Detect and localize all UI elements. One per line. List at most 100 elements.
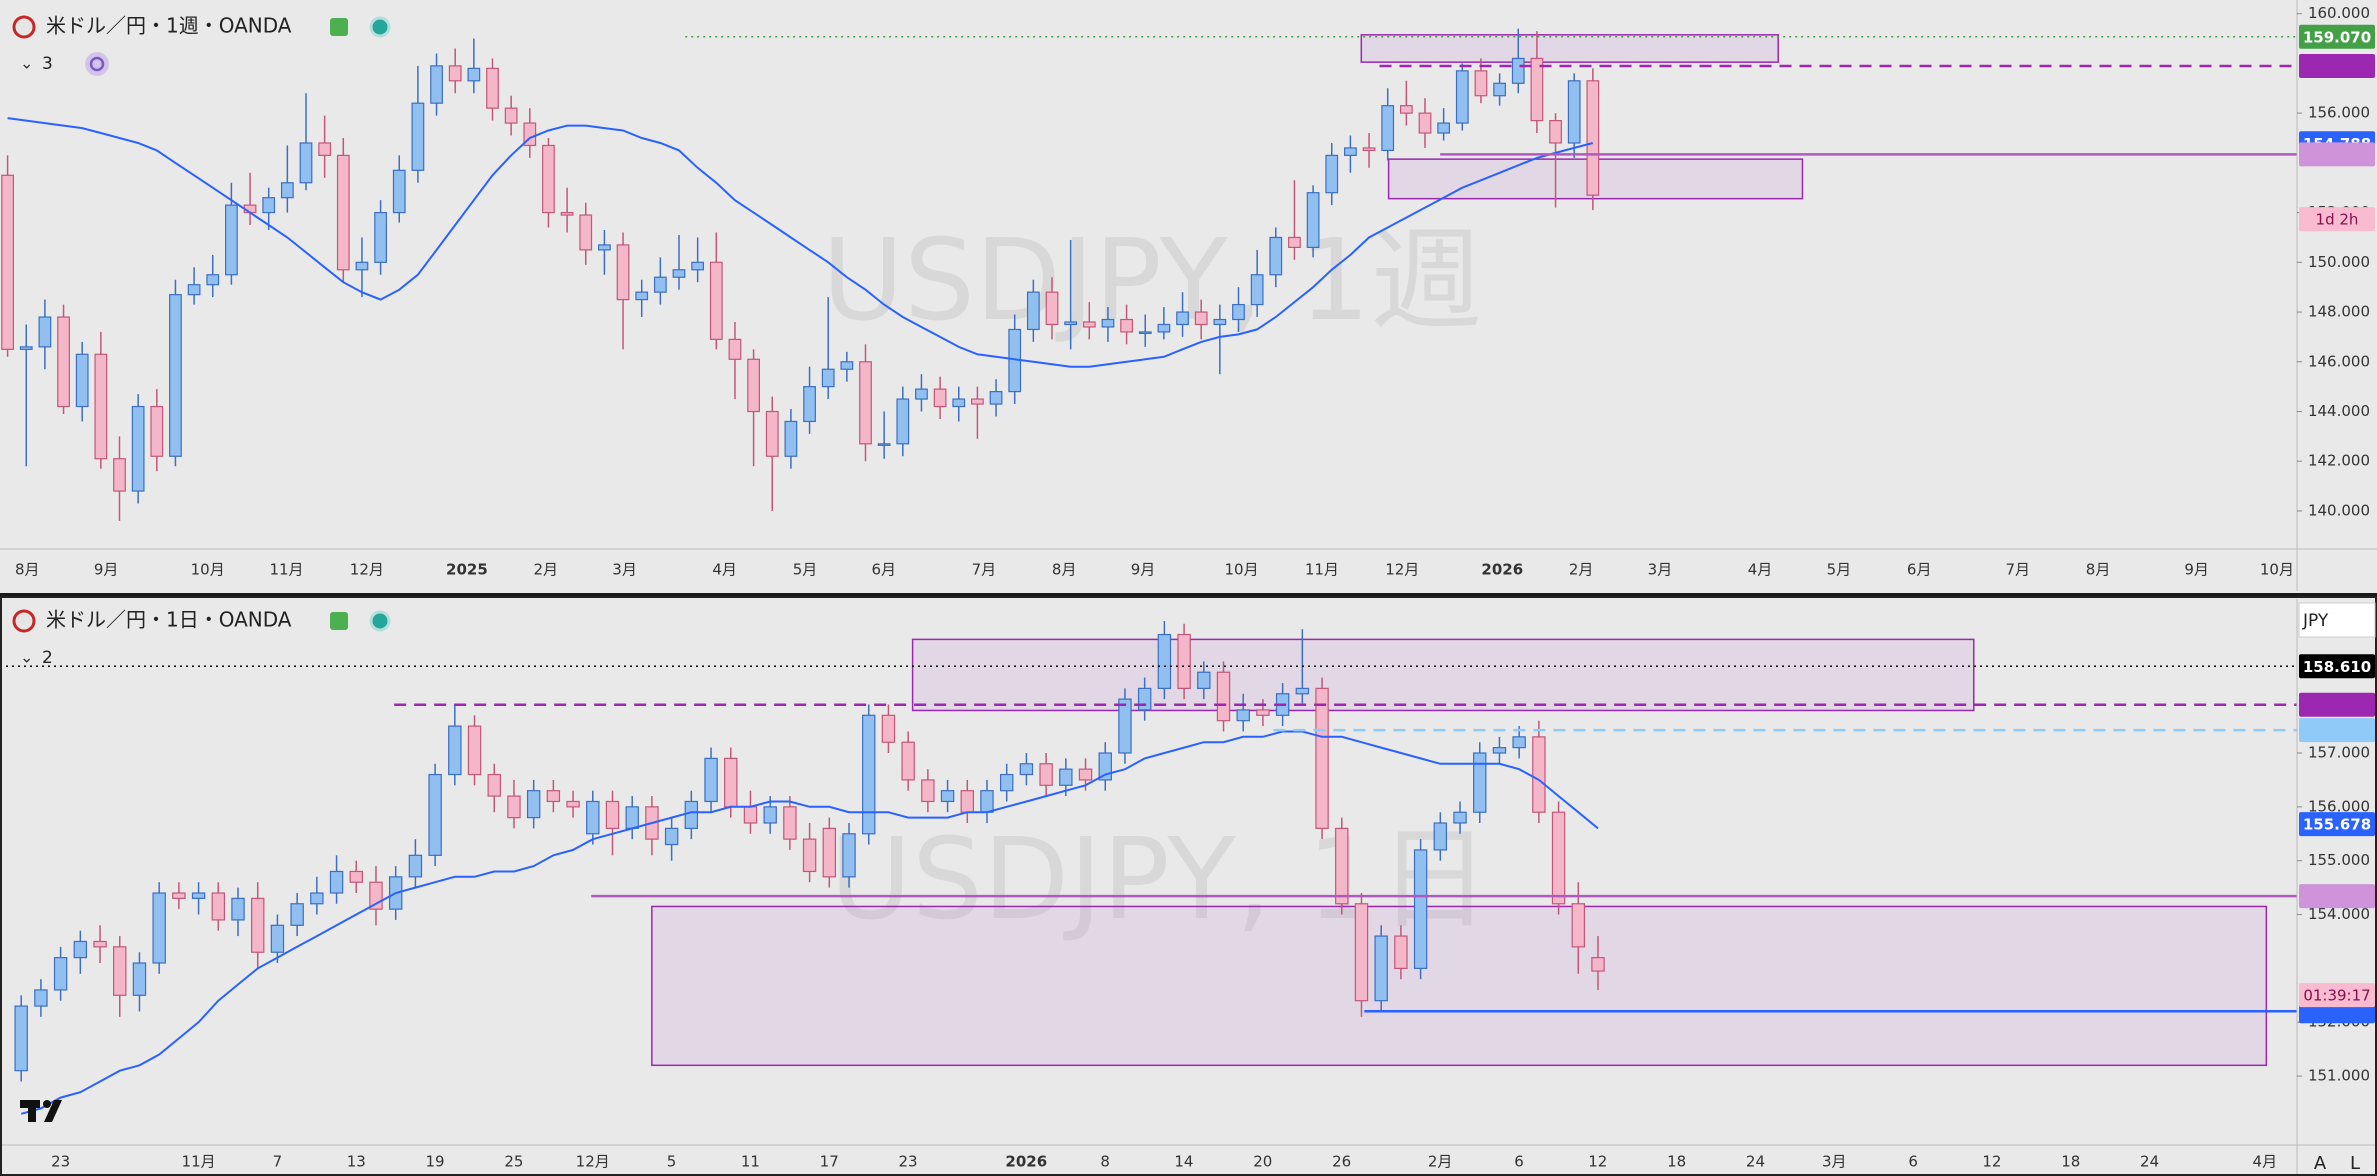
candle-body	[1026, 291, 1040, 331]
x-tick-label: 2月	[533, 561, 558, 579]
overlay: 米ドル／円・1週・OANDA ⌄ 3 米ドル／円・1日・OANDA ⌄ 2 JP…	[12, 14, 2376, 1174]
candle-body	[310, 892, 324, 905]
candle-body	[507, 795, 521, 819]
candle-body	[34, 989, 48, 1007]
sync-icon[interactable]	[85, 52, 109, 76]
x-tick-label: 5	[667, 1153, 677, 1171]
candle-body	[467, 725, 482, 776]
candle-body	[336, 154, 350, 271]
candle-body	[1325, 154, 1339, 194]
candle-body	[206, 274, 220, 286]
candle-body	[523, 122, 537, 147]
candle-body	[374, 211, 387, 263]
x-tick-label: 11月	[1305, 561, 1339, 579]
candle-body	[430, 65, 443, 104]
candle-body	[1354, 903, 1369, 1002]
indicator-count[interactable]: 2	[42, 648, 53, 668]
x-tick-label: 4月	[2253, 1153, 2278, 1171]
candle-body	[672, 269, 686, 278]
x-tick-label: 8月	[2086, 561, 2111, 579]
candle-body	[1433, 822, 1448, 851]
candle-body	[1236, 709, 1250, 722]
candle-body	[526, 790, 541, 819]
candle-body	[915, 388, 928, 400]
currency-dropdown[interactable]	[2298, 602, 2376, 638]
candle-body	[859, 361, 872, 445]
candle-body	[1455, 70, 1469, 124]
candle-body	[881, 714, 896, 743]
candle-body	[566, 800, 580, 808]
candle-body	[560, 211, 574, 216]
candle-body	[1362, 147, 1376, 152]
x-tick-label: 10月	[2260, 561, 2294, 579]
candle-body	[1591, 957, 1605, 972]
market-status	[330, 18, 348, 36]
data-status	[369, 16, 391, 38]
daily-plot: USDJPY, 1日	[0, 621, 2297, 1115]
candle-body	[1157, 323, 1171, 333]
price-tag	[2299, 654, 2375, 679]
candle-body	[1078, 768, 1093, 781]
x-tick-label: 8月	[1052, 561, 1077, 579]
candle-body	[1197, 671, 1211, 689]
auto-scale-button[interactable]: A	[2314, 1153, 2327, 1174]
candle-body	[921, 779, 935, 803]
candle-body	[605, 800, 620, 829]
candle-body	[747, 358, 760, 413]
candle-body	[329, 870, 344, 894]
candle-body	[448, 65, 462, 82]
currency-label[interactable]: JPY	[2302, 611, 2329, 631]
candle-body	[625, 806, 639, 829]
indicator-count[interactable]: 3	[42, 54, 53, 74]
candle-body	[448, 725, 462, 776]
candle-body	[821, 368, 835, 388]
candle-body	[113, 458, 126, 492]
candle-body	[1250, 274, 1264, 306]
collapse-toggle[interactable]: ⌄	[20, 648, 33, 667]
candle-body	[952, 398, 966, 408]
y-tick-label: 155.000	[2308, 851, 2370, 869]
x-tick-label: 4月	[1748, 561, 1773, 579]
x-tick-label: 3月	[1822, 1153, 1847, 1171]
candle-body	[1567, 80, 1581, 144]
candle-body	[1381, 105, 1395, 152]
candle-body	[169, 294, 182, 457]
moving-average	[20, 730, 1599, 1115]
y-tick-label: 160.000	[2308, 4, 2370, 22]
candle-body	[1138, 331, 1152, 335]
price-tag	[2299, 54, 2375, 79]
price-tag	[2299, 692, 2375, 717]
candle-body	[53, 957, 68, 991]
candle-body	[1437, 122, 1451, 134]
x-tick-label: 9月	[94, 561, 119, 579]
candle-body	[1120, 318, 1133, 333]
candle-body	[187, 284, 201, 296]
candle-body	[691, 261, 705, 271]
candle-body	[355, 261, 369, 271]
candle-body	[1315, 687, 1329, 829]
candle-body	[1549, 119, 1562, 144]
collapse-toggle[interactable]: ⌄	[20, 54, 33, 73]
candle-body	[318, 142, 332, 157]
price-zone	[911, 638, 1975, 712]
candle-body	[152, 892, 166, 964]
countdown-tag	[2299, 983, 2375, 1008]
symbol-title[interactable]: 米ドル／円・1日・OANDA	[46, 608, 292, 632]
candle-body	[131, 405, 145, 492]
candle-body	[822, 827, 837, 878]
x-tick-label: 14	[1174, 1153, 1193, 1171]
x-tick-label: 6	[1514, 1153, 1524, 1171]
x-tick-label: 19	[426, 1153, 445, 1171]
x-tick-label: 18	[1667, 1153, 1686, 1171]
candle-body	[408, 854, 423, 878]
x-tick-label: 10月	[1225, 561, 1259, 579]
symbol-title[interactable]: 米ドル／円・1週・OANDA	[46, 14, 292, 38]
x-tick-label: 7月	[972, 561, 997, 579]
sync-glyph	[89, 56, 105, 72]
candle-body	[1194, 311, 1208, 326]
candle-body	[1394, 935, 1408, 969]
candle-body	[1511, 57, 1525, 84]
log-scale-button[interactable]: L	[2350, 1153, 2360, 1174]
x-tick-label: 6月	[872, 561, 897, 579]
